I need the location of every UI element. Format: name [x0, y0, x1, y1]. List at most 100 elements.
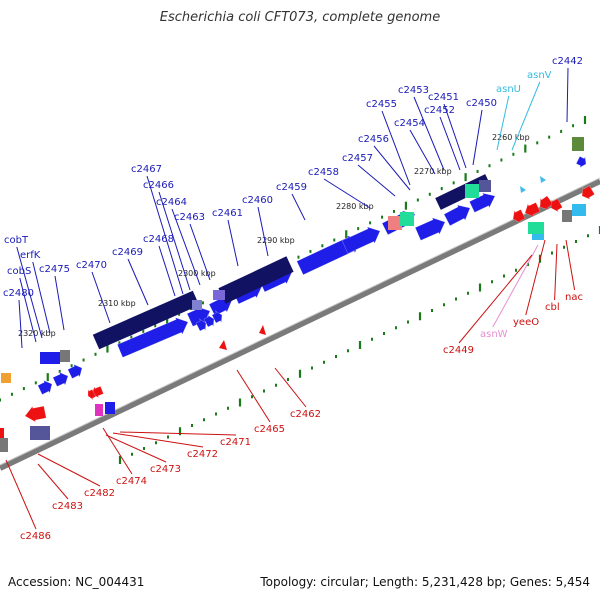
- genome-backbone: [0, 178, 600, 471]
- reverse-label-leader: [565, 239, 576, 291]
- forward-label-leader: [18, 299, 23, 349]
- forward-gene: [37, 379, 53, 395]
- forward-gene: [67, 363, 83, 379]
- reverse-label-leader: [236, 369, 271, 423]
- forward-gene-label: c2469: [112, 247, 143, 258]
- reverse-gene-label: yeeO: [513, 317, 539, 328]
- reverse-gene-label: c2474: [116, 476, 147, 487]
- forward-label-leader: [189, 223, 211, 281]
- accession-text: Accession: NC_004431: [8, 575, 145, 589]
- forward-label-leader: [413, 96, 445, 171]
- misc-feature: [1, 373, 11, 383]
- forward-gene: [40, 352, 60, 364]
- forward-gene-label: c2470: [76, 260, 107, 271]
- reverse-gene: [524, 202, 541, 218]
- forward-gene-dark: [92, 290, 200, 350]
- forward-gene-label: c2456: [358, 134, 389, 145]
- reverse-gene: [259, 325, 266, 335]
- forward-gene-dark: [218, 256, 294, 304]
- rna-feature: [465, 184, 479, 198]
- forward-gene-dark: [30, 426, 50, 440]
- forward-label-leader: [19, 277, 37, 343]
- reverse-gene-label: c2483: [52, 501, 83, 512]
- forward-gene-label: c2480: [3, 288, 34, 299]
- forward-gene-label: c2461: [212, 208, 243, 219]
- reverse-label-leader: [5, 459, 37, 530]
- forward-gene-label: c2468: [143, 234, 174, 245]
- reverse-gene: [87, 388, 97, 401]
- forward-label-leader: [357, 164, 396, 197]
- rna-feature: [528, 222, 544, 234]
- reverse-label-leader: [554, 243, 558, 301]
- forward-label-leader: [227, 219, 239, 267]
- forward-gene-label: c2464: [156, 197, 187, 208]
- forward-gene: [186, 306, 211, 327]
- reverse-label-leader: [102, 427, 133, 475]
- reverse-label-leader: [37, 453, 101, 487]
- forward-gene: [211, 310, 223, 324]
- forward-gene-label: c2458: [308, 167, 339, 178]
- reverse-gene: [550, 198, 563, 213]
- forward-label-leader: [171, 208, 201, 286]
- reverse-label-leader: [525, 239, 546, 316]
- reverse-gene-label: asnW: [480, 329, 508, 340]
- forward-gene-label: c2457: [342, 153, 373, 164]
- forward-gene: [414, 217, 446, 241]
- rna-feature: [532, 234, 544, 240]
- reverse-gene: [0, 428, 4, 438]
- forward-gene-label: asnU: [496, 84, 521, 95]
- reverse-label-leader: [274, 367, 307, 408]
- forward-label-leader: [381, 110, 411, 186]
- forward-gene-label: cobS: [7, 266, 31, 277]
- forward-label-leader: [496, 95, 510, 151]
- reverse-gene-label: nac: [565, 292, 583, 303]
- forward-gene-label: asnV: [527, 70, 552, 81]
- forward-gene-label: c2452: [424, 105, 455, 116]
- forward-gene-label: cobT: [4, 235, 29, 246]
- forward-label-leader: [127, 258, 149, 306]
- forward-label-leader: [16, 246, 43, 339]
- reverse-gene-label: c2473: [150, 464, 181, 475]
- forward-label-leader: [158, 191, 191, 291]
- forward-label-leader: [472, 109, 483, 166]
- forward-label-leader: [323, 178, 371, 209]
- forward-label-leader: [91, 271, 111, 324]
- reverse-label-leader: [492, 244, 539, 328]
- reverse-gene-label: c2471: [220, 437, 251, 448]
- reverse-gene: [219, 340, 227, 350]
- reverse-label-leader: [119, 431, 237, 436]
- scale-label: 2280 kbp: [336, 202, 374, 211]
- reverse-label-leader: [112, 432, 204, 448]
- forward-label-leader: [443, 103, 467, 169]
- reverse-gene-label: c2486: [20, 531, 51, 542]
- reverse-label-leader: [458, 254, 533, 344]
- forward-gene-label: c2451: [428, 92, 459, 103]
- reverse-gene: [512, 209, 526, 224]
- rna-feature: [572, 204, 586, 216]
- forward-gene-label: erfK: [20, 250, 41, 261]
- forward-gene-label: c2455: [366, 99, 397, 110]
- reverse-gene-label: c2465: [254, 424, 285, 435]
- forward-gene: [105, 402, 115, 414]
- trna-gene: [540, 176, 546, 183]
- backbone-highlight: [0, 177, 600, 466]
- forward-label-leader: [32, 261, 51, 334]
- forward-gene: [443, 204, 471, 227]
- forward-gene-label: c2463: [174, 212, 205, 223]
- scale-label: 2270 kbp: [414, 167, 452, 176]
- forward-gene: [116, 317, 189, 358]
- forward-gene-label: c2454: [394, 118, 425, 129]
- reverse-label-leader: [105, 434, 167, 463]
- forward-gene-label: c2450: [466, 98, 497, 109]
- forward-gene: [468, 192, 496, 213]
- reverse-gene: [581, 185, 596, 200]
- genome-title: Escherichia coli CFT073, complete genome: [159, 10, 441, 25]
- rna-feature: [400, 212, 414, 226]
- pseudo-gene: [60, 350, 70, 362]
- forward-gene: [203, 314, 215, 328]
- forward-gene: [52, 371, 69, 387]
- reverse-label-leader: [37, 463, 69, 500]
- scale-label: 2320 kbp: [18, 329, 56, 338]
- forward-gene-label: c2453: [398, 85, 429, 96]
